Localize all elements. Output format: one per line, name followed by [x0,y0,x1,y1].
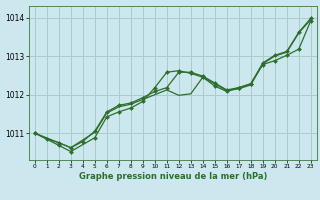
X-axis label: Graphe pression niveau de la mer (hPa): Graphe pression niveau de la mer (hPa) [79,172,267,181]
